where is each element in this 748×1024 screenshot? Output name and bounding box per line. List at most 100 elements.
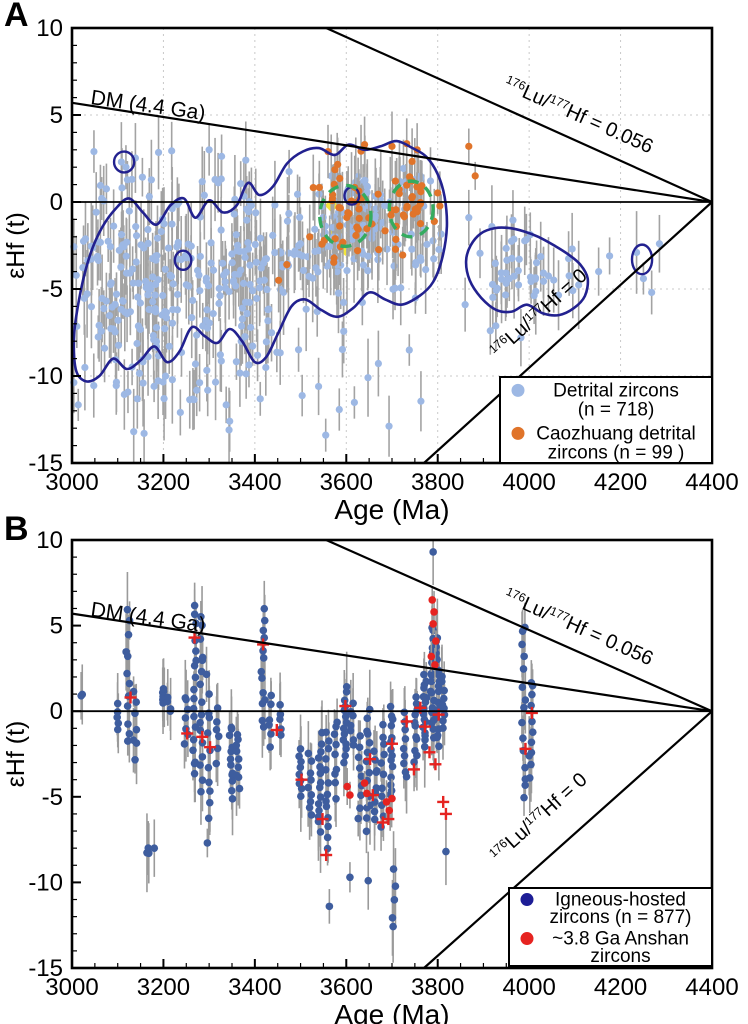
data-point (117, 158, 125, 166)
data-point (353, 223, 361, 231)
data-point (198, 653, 207, 662)
data-point (198, 621, 206, 630)
data-point (330, 730, 339, 738)
data-point (324, 822, 332, 831)
data-point (233, 730, 242, 739)
data-point (207, 259, 215, 267)
data-point (399, 744, 408, 753)
data-point (492, 286, 500, 294)
data-point (228, 795, 237, 803)
data-point (340, 758, 348, 767)
x-tick-label: 3800 (411, 974, 464, 1001)
data-point (355, 205, 363, 213)
x-tick-label: 3200 (137, 974, 190, 1001)
data-point (532, 287, 540, 295)
data-point (354, 247, 362, 255)
x-tick-label: 4200 (594, 469, 647, 496)
data-point (253, 294, 261, 303)
data-point (215, 284, 223, 293)
data-point (648, 288, 656, 297)
data-point (295, 752, 303, 761)
data-point (262, 363, 270, 372)
legend-anshan-label-2: zircons (590, 946, 650, 967)
data-point (252, 258, 261, 266)
data-point (114, 316, 122, 324)
data-point (168, 319, 177, 327)
data-point (401, 735, 410, 743)
data-point (293, 190, 302, 198)
data-point (149, 298, 157, 306)
data-point (163, 693, 172, 702)
data-point (237, 180, 245, 188)
data-point (204, 814, 213, 823)
data-point (150, 844, 159, 852)
y-tick-label: -15 (28, 450, 63, 477)
data-point (162, 314, 171, 322)
data-point (426, 177, 435, 185)
data-point (126, 308, 134, 316)
data-point (323, 833, 332, 842)
data-point (276, 701, 284, 709)
data-point (124, 720, 132, 728)
data-point (377, 792, 386, 800)
data-point (438, 701, 447, 709)
data-point (521, 781, 529, 789)
data-point (267, 691, 276, 700)
data-point (377, 759, 385, 767)
data-point (196, 252, 204, 261)
data-point (182, 725, 190, 733)
x-tick-label: 3800 (411, 469, 464, 496)
y-axis-label: εHf (t) (2, 721, 30, 788)
data-point (139, 379, 147, 387)
data-point (245, 361, 253, 369)
data-point (221, 278, 229, 286)
data-point (385, 422, 393, 430)
data-point (520, 703, 528, 712)
data-point (100, 344, 109, 352)
data-point (438, 672, 446, 681)
data-point (507, 237, 516, 245)
data-point (518, 683, 527, 692)
data-point (276, 710, 285, 719)
legend-igneous-marker (520, 893, 534, 907)
data-point (304, 749, 313, 758)
data-point (339, 736, 348, 744)
data-point (197, 613, 205, 621)
data-point (275, 276, 283, 284)
data-point (372, 784, 381, 792)
y-tick-label: -5 (42, 276, 63, 303)
data-point (429, 548, 437, 556)
data-point (153, 234, 162, 242)
data-point (262, 255, 271, 263)
data-point (241, 333, 249, 341)
data-point (361, 176, 369, 184)
data-point (151, 280, 160, 289)
data-point (311, 225, 319, 233)
data-point (189, 395, 197, 403)
data-point (112, 290, 121, 298)
data-point (539, 269, 548, 277)
panel-letter: B (4, 510, 29, 548)
data-point (465, 142, 473, 150)
data-point (192, 647, 200, 655)
dm-line (71, 612, 713, 713)
data-point (430, 608, 438, 616)
data-point (229, 278, 238, 286)
data-point (305, 272, 313, 280)
data-point (410, 718, 419, 727)
legend-anshan-marker (520, 932, 534, 946)
detrital-zircons-series (70, 115, 664, 463)
data-point (362, 814, 371, 822)
data-point (123, 605, 132, 614)
data-point (259, 688, 267, 697)
data-point (193, 386, 201, 394)
data-point (203, 324, 212, 332)
data-point (234, 763, 243, 772)
data-point (334, 289, 343, 297)
data-point (252, 209, 260, 217)
data-point (569, 287, 577, 295)
data-point (239, 279, 248, 288)
data-point (359, 261, 368, 269)
data-point (232, 358, 241, 366)
